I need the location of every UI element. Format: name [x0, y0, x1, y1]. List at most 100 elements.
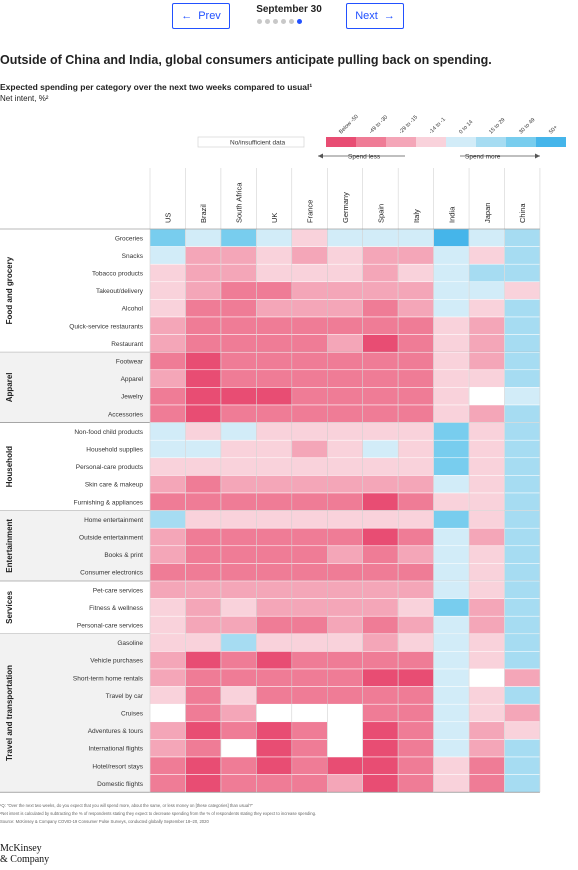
country-label: France	[306, 200, 315, 223]
heatmap-cell	[185, 228, 222, 247]
heatmap-cell	[256, 439, 293, 459]
heatmap-cell	[185, 246, 222, 265]
heatmap-cell	[327, 387, 363, 406]
heatmap-cell	[468, 510, 505, 529]
heatmap-cell	[362, 457, 399, 476]
page-dot-active[interactable]	[297, 19, 302, 24]
heatmap-cell	[256, 563, 293, 582]
heatmap-cell	[291, 422, 328, 441]
page-dot[interactable]	[289, 19, 294, 24]
page-dot[interactable]	[281, 19, 286, 24]
category-label: International flights	[88, 746, 143, 753]
country-label: Brazil	[199, 204, 208, 223]
category-label: Non-food child products	[74, 429, 143, 436]
page-dot[interactable]	[265, 19, 270, 24]
heatmap-cell	[291, 299, 328, 318]
heatmap-cell	[433, 774, 470, 793]
heatmap-cell	[468, 686, 505, 705]
heatmap-cell	[433, 457, 470, 476]
heatmap-cell	[468, 228, 505, 247]
heatmap-cell	[362, 721, 399, 740]
heatmap-cell	[256, 633, 293, 652]
heatmap-cell	[362, 228, 399, 247]
heatmap-cell	[256, 316, 293, 335]
category-label: Fitness & wellness	[89, 605, 144, 612]
heatmap-cell	[149, 404, 186, 423]
heatmap-cell	[149, 580, 186, 599]
heatmap-cell	[220, 404, 257, 423]
heatmap-cell	[362, 492, 399, 511]
page-dot[interactable]	[273, 19, 278, 24]
arrow-right-icon: →	[383, 10, 395, 22]
arrow-right-icon	[535, 153, 540, 159]
pagination-dots[interactable]	[257, 19, 302, 24]
heatmap-cell	[468, 563, 505, 582]
country-label: Italy	[412, 209, 421, 223]
heatmap-cell	[327, 545, 363, 564]
heatmap-cell	[256, 457, 293, 476]
heatmap-cell	[468, 246, 505, 265]
heatmap-cell	[220, 527, 257, 547]
group-label: Food and grocery	[5, 256, 14, 324]
heatmap-cell	[468, 580, 505, 599]
heatmap-cell	[220, 756, 257, 775]
heatmap-cell	[362, 686, 399, 705]
heatmap-cell	[468, 387, 505, 406]
category-label: Vehicle purchases	[90, 658, 144, 665]
heatmap-cell	[327, 598, 363, 617]
category-label: Furnishing & appliances	[74, 499, 144, 506]
group-label: Services	[5, 590, 14, 623]
heatmap-cell	[504, 422, 541, 441]
heatmap-cell	[433, 739, 470, 758]
heatmap-cell	[362, 598, 399, 617]
heatmap-cell	[433, 387, 470, 406]
group-label: Entertainment	[5, 519, 14, 573]
legend-bin-label: 0 to 14	[458, 119, 474, 135]
heatmap-cell	[504, 510, 541, 529]
heatmap-cell	[327, 228, 363, 247]
heatmap-cell	[433, 351, 470, 371]
heatmap-cell	[220, 246, 257, 265]
prev-button[interactable]: ← Prev	[172, 3, 230, 29]
heatmap-cell	[291, 369, 328, 388]
heatmap-cell	[291, 316, 328, 335]
next-button[interactable]: Next →	[346, 3, 404, 29]
heatmap-cell	[327, 246, 363, 265]
footnote: ²Net intent is calculated by subtracting…	[0, 811, 317, 816]
category-label: Adventures & tours	[88, 728, 144, 735]
heatmap-cell	[220, 281, 257, 300]
heatmap-cell	[468, 334, 505, 353]
heatmap-cell	[504, 563, 541, 582]
page-dot[interactable]	[257, 19, 262, 24]
heatmap-cell	[504, 703, 541, 723]
heatmap-cell	[433, 334, 470, 353]
heatmap-cell	[362, 263, 399, 283]
heatmap-cell	[256, 299, 293, 318]
heatmap-cell	[327, 422, 363, 441]
heatmap-cell	[185, 369, 222, 388]
heatmap-cell	[327, 457, 363, 476]
heatmap-cell	[327, 510, 363, 529]
heatmap-cell	[504, 651, 541, 670]
category-label: Pet-care services	[93, 587, 144, 594]
heatmap-cell	[220, 580, 257, 599]
heatmap-cell	[327, 633, 363, 652]
country-label: China	[518, 203, 527, 223]
heatmap-cell	[397, 299, 434, 318]
heatmap-cell	[433, 756, 470, 775]
footnotes: ¹Q: "Over the next two weeks, do you exp…	[0, 802, 570, 826]
heatmap-cell	[433, 281, 470, 300]
heatmap-cell	[256, 615, 293, 635]
heatmap-cell	[327, 334, 363, 353]
heatmap-cell	[327, 316, 363, 335]
heatmap-cell	[291, 334, 328, 353]
heatmap-cell	[504, 457, 541, 476]
slide-date: September 30	[256, 4, 322, 15]
heatmap-cell	[397, 263, 434, 283]
heatmap-cell	[149, 686, 186, 705]
heatmap-cell	[468, 774, 505, 793]
heatmap-cell	[362, 580, 399, 599]
heatmap-cell	[220, 651, 257, 670]
heatmap-cell	[397, 422, 434, 441]
chart-unit: Net intent, %²	[0, 94, 49, 103]
